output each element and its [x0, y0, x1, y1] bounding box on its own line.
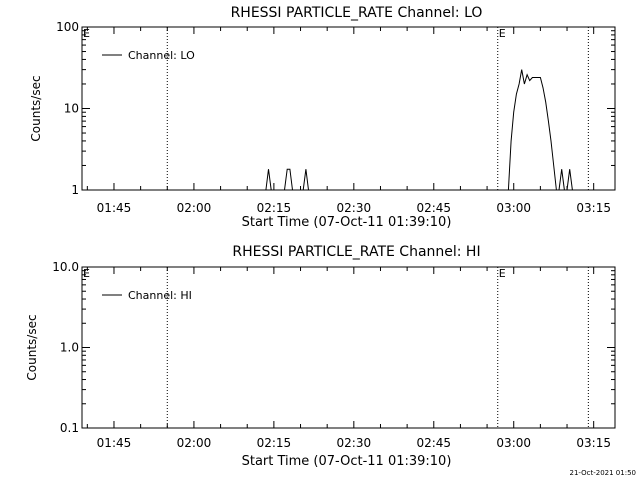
x-tick-label: 01:45: [97, 436, 132, 450]
x-tick-label: 03:15: [576, 201, 611, 215]
legend-label: Channel: HI: [128, 289, 192, 302]
x-tick-label: 02:15: [257, 436, 292, 450]
x-tick-label: 03:15: [576, 436, 611, 450]
x-tick-label: 02:30: [337, 436, 372, 450]
y-tick-label: 0.1: [60, 421, 79, 435]
y-tick-label: 1: [71, 183, 79, 197]
x-tick-label: 03:00: [496, 201, 531, 215]
y-tick-label: 1.0: [60, 341, 79, 355]
chart-title: RHESSI PARTICLE_RATE Channel: LO: [231, 5, 483, 21]
series-line-1-segment-5: [558, 169, 565, 191]
series-line-1-segment-3: [302, 169, 309, 191]
y-tick-label: 10.0: [52, 260, 79, 274]
series-line-1-segment-2: [284, 168, 293, 191]
edge-marker-label: E: [83, 267, 90, 280]
chart-panel-1: RHESSI PARTICLE_RATE Channel: LO Start Ti…: [29, 5, 616, 230]
event-marker-label: E: [499, 27, 506, 40]
legend-label: Channel: LO: [128, 49, 195, 62]
series-line-1-segment-6: [566, 169, 573, 191]
x-tick-label: 03:00: [496, 436, 531, 450]
x-tick-label: 02:30: [337, 201, 372, 215]
x-tick-label: 01:45: [97, 201, 132, 215]
chart-title: RHESSI PARTICLE_RATE Channel: HI: [232, 244, 480, 260]
x-tick-label: 02:45: [416, 201, 451, 215]
series-line-1-segment-1: [265, 169, 272, 191]
x-axis-label: Start Time (07-Oct-11 01:39:10): [242, 215, 452, 230]
y-axis-label: Counts/sec: [25, 314, 39, 380]
x-tick-label: 02:00: [177, 201, 212, 215]
chart-panel-2: RHESSI PARTICLE_RATE Channel: HI Start Ti…: [25, 244, 616, 469]
y-axis-label: Counts/sec: [29, 75, 43, 141]
edge-marker-label: E: [83, 27, 90, 40]
y-tick-label: 10: [64, 102, 79, 116]
x-tick-label: 02:15: [257, 201, 292, 215]
series-line-1-segment-4: [507, 69, 557, 191]
x-tick-label: 02:00: [177, 436, 212, 450]
x-axis-label: Start Time (07-Oct-11 01:39:10): [242, 454, 452, 469]
x-tick-label: 02:45: [416, 436, 451, 450]
footer-timestamp: 21-Oct-2021 01:50: [570, 469, 636, 477]
event-marker-label: E: [499, 267, 506, 280]
y-tick-label: 100: [56, 20, 79, 34]
